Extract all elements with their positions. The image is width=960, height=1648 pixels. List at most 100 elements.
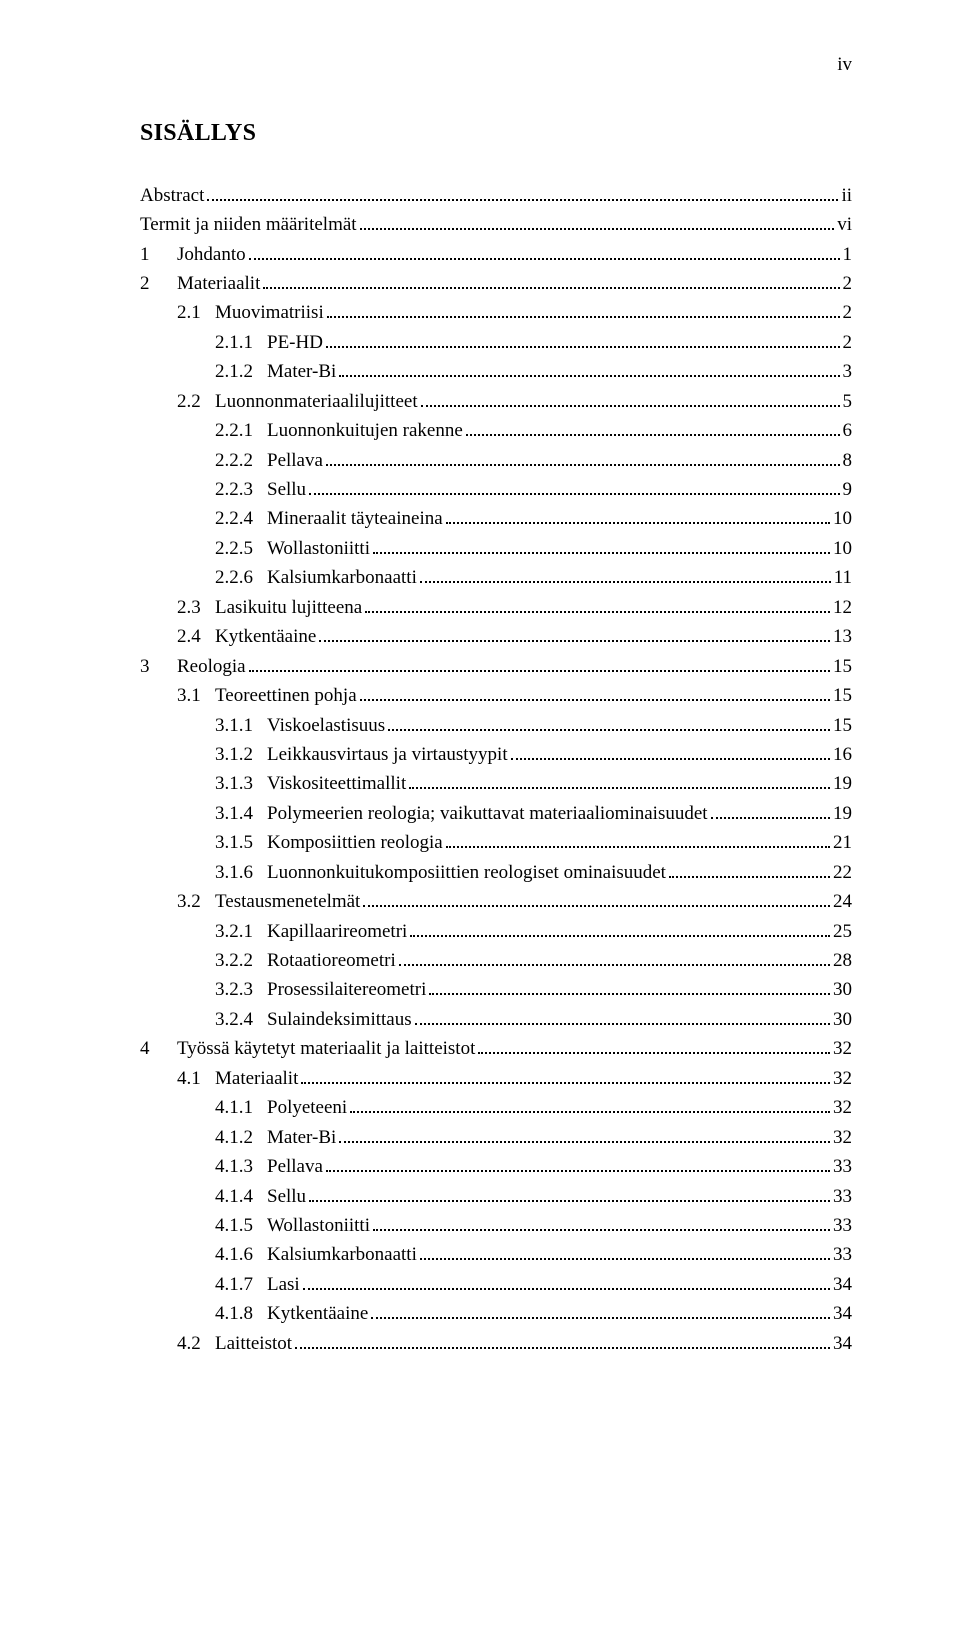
toc-entry-page: 33 [833, 1240, 852, 1269]
page-number: iv [140, 50, 852, 79]
toc-entry-label: 3.2.4Sulaindeksimittaus [215, 1005, 412, 1034]
toc-entry-label: Termit ja niiden määritelmät [140, 210, 357, 239]
toc-leader-dots [365, 595, 830, 613]
toc-entry-page: 32 [833, 1064, 852, 1093]
toc-entry-page: 30 [833, 975, 852, 1004]
toc-entry: 4.1Materiaalit32 [140, 1064, 852, 1093]
toc-entry: 3.2Testausmenetelmät 24 [140, 887, 852, 916]
toc-entry-number: 3.1.5 [215, 828, 267, 857]
toc-leader-dots [326, 1154, 830, 1172]
toc-leader-dots [326, 330, 840, 348]
toc-entry-page: 30 [833, 1005, 852, 1034]
toc-entry-label: 2.2.4Mineraalit täyteaineina [215, 504, 443, 533]
toc-entry-page: 19 [833, 799, 852, 828]
toc-entry-label: 2.2Luonnonmateriaalilujitteet [177, 387, 418, 416]
toc-leader-dots [399, 948, 830, 966]
toc-leader-dots [429, 977, 830, 995]
toc-entry-title: Wollastoniitti [267, 538, 370, 559]
toc-entry-number: 2.4 [177, 622, 215, 651]
toc-leader-dots [373, 536, 830, 554]
toc-entry-number: 2.2.3 [215, 475, 267, 504]
toc-entry-number: 2.2.1 [215, 416, 267, 445]
toc-leader-dots [339, 1124, 830, 1142]
toc-entry-page: ii [841, 181, 852, 210]
toc-leader-dots [478, 1036, 830, 1054]
toc-leader-dots [360, 683, 830, 701]
toc-entry-title: Sellu [267, 479, 306, 500]
toc-entry: 3Reologia 15 [140, 652, 852, 681]
toc-entry-label: 2.4Kytkentäaine [177, 622, 316, 651]
toc-entry-number: 2.2 [177, 387, 215, 416]
toc-entry: 3.1.5Komposiittien reologia21 [140, 828, 852, 857]
toc-entry: 2.2Luonnonmateriaalilujitteet5 [140, 387, 852, 416]
toc-entry: 4.1.1Polyeteeni32 [140, 1093, 852, 1122]
toc-entry-label: 4.1.1Polyeteeni [215, 1093, 347, 1122]
toc-entry-title: Polyeteeni [267, 1097, 347, 1118]
toc-entry-page: 32 [833, 1123, 852, 1152]
toc-entry-number: 3.2.2 [215, 946, 267, 975]
toc-entry-page: 12 [833, 593, 852, 622]
toc-entry: 2.1.1PE-HD2 [140, 328, 852, 357]
toc-entry-number: 3.1.3 [215, 769, 267, 798]
toc-leader-dots [511, 742, 830, 760]
toc-entry: 3.1.3Viskositeettimallit 19 [140, 769, 852, 798]
toc-entry-label: 3.2.3Prosessilaitereometri [215, 975, 426, 1004]
toc-entry-number: 2 [140, 269, 177, 298]
toc-leader-dots [420, 565, 831, 583]
toc-entry-number: 3.1.4 [215, 799, 267, 828]
toc-entry-label: 3.2Testausmenetelmät [177, 887, 360, 916]
toc-leader-dots [207, 182, 838, 200]
toc-entry-label: 3Reologia [140, 652, 246, 681]
toc-leader-dots [309, 1183, 830, 1201]
toc-leader-dots [446, 830, 830, 848]
toc-entry-title: Testausmenetelmät [215, 891, 360, 912]
toc-entry-page: 16 [833, 740, 852, 769]
toc-entry: 3.1.4Polymeerien reologia; vaikuttavat m… [140, 799, 852, 828]
toc-entry-number: 3.1.1 [215, 711, 267, 740]
toc-entry-page: 32 [833, 1034, 852, 1063]
toc-leader-dots [301, 1066, 830, 1084]
toc-entry-label: 2.1.2Mater-Bi [215, 357, 336, 386]
toc-entry-number: 1 [140, 240, 177, 269]
toc-entry-page: 33 [833, 1152, 852, 1181]
toc-entry: Abstractii [140, 181, 852, 210]
toc-entry: 2.2.3Sellu9 [140, 475, 852, 504]
toc-title: SISÄLLYS [140, 115, 852, 152]
toc-leader-dots [363, 889, 830, 907]
toc-entry-page: 3 [843, 357, 853, 386]
toc-entry: 4.1.7Lasi34 [140, 1270, 852, 1299]
toc-entry-number: 2.2.5 [215, 534, 267, 563]
toc-entry-title: Lasikuitu lujitteena [215, 597, 362, 618]
toc-leader-dots [326, 447, 840, 465]
toc-entry-title: Luonnonkuitujen rakenne [267, 420, 463, 441]
toc-entry: 3.1.6Luonnonkuitukomposiittien reologise… [140, 858, 852, 887]
toc-leader-dots [410, 918, 830, 936]
toc-entry-page: 33 [833, 1211, 852, 1240]
toc-entry-page: 2 [843, 269, 853, 298]
toc-entry: 4.1.6Kalsiumkarbonaatti33 [140, 1240, 852, 1269]
toc-leader-dots [373, 1213, 830, 1231]
toc-entry-number: 4.1.7 [215, 1270, 267, 1299]
toc-entry-label: 3.2.1Kapillaarireometri [215, 917, 407, 946]
toc-entry-label: 3.1.3Viskositeettimallit [215, 769, 406, 798]
toc-entry-label: 2.2.1Luonnonkuitujen rakenne [215, 416, 463, 445]
toc-entry-page: 10 [833, 534, 852, 563]
toc-entry-title: Teoreettinen pohja [215, 685, 357, 706]
toc-entry-label: 2.3Lasikuitu lujitteena [177, 593, 362, 622]
toc-entry-label: 4.1.3Pellava [215, 1152, 323, 1181]
toc-entry: 2Materiaalit2 [140, 269, 852, 298]
toc-entry-title: Wollastoniitti [267, 1215, 370, 1236]
toc-entry-number: 2.2.6 [215, 563, 267, 592]
toc-entry-label: 3.1.5Komposiittien reologia [215, 828, 443, 857]
toc-entry-label: 2.2.2Pellava [215, 446, 323, 475]
toc-entry-number: 4 [140, 1034, 177, 1063]
toc-entry-title: Luonnonmateriaalilujitteet [215, 391, 418, 412]
toc-entry-page: 15 [833, 652, 852, 681]
toc-leader-dots [327, 300, 840, 318]
toc-entry-number: 3.1.2 [215, 740, 267, 769]
toc-entry-page: 19 [833, 769, 852, 798]
toc-leader-dots [388, 712, 830, 730]
toc-entry-page: 24 [833, 887, 852, 916]
toc-entry-label: 3.2.2Rotaatioreometri [215, 946, 396, 975]
toc-entry-title: Komposiittien reologia [267, 832, 443, 853]
